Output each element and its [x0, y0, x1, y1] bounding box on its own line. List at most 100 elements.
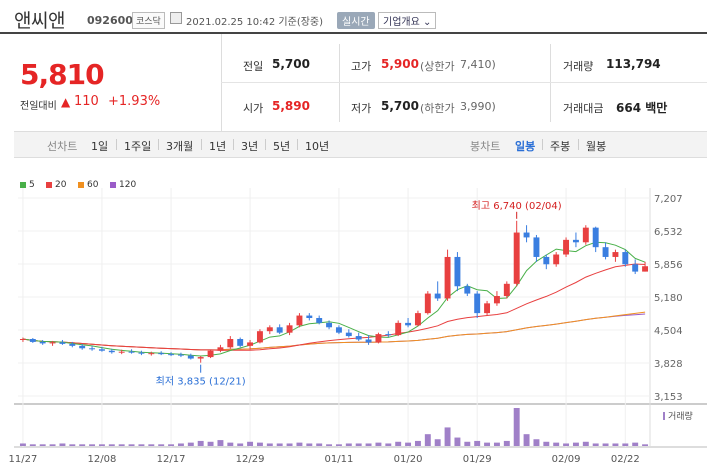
x-tick-label: 01/11 — [325, 454, 354, 465]
x-axis-labels: 11/27 12/08 12/17 12/29 01/11 01/20 01/29 02/09… — [9, 454, 640, 465]
legend-ma120: 120 — [110, 180, 136, 190]
tab-1day[interactable]: 1일 — [91, 140, 109, 153]
y-tick-label: 4,504 — [654, 326, 683, 337]
volume-bar — [197, 440, 204, 446]
y-axis-labels: 7,207 6,532 5,856 5,180 4,504 3,828 3,153 — [654, 194, 683, 403]
volume-bar — [187, 442, 194, 446]
legend-swatch — [20, 181, 26, 188]
volume-bar — [237, 443, 244, 446]
volume-bar — [395, 441, 402, 446]
price-chart[interactable]: 거래량 7,2076,5325,8565,1804,5043,8283,153 … — [0, 188, 707, 471]
legend-ma60: 60 — [78, 180, 98, 190]
volume-bar — [108, 444, 115, 446]
volume-bar — [474, 440, 481, 446]
legend-label: 20 — [55, 180, 67, 190]
legend-label: 120 — [119, 180, 137, 190]
x-tick-label: 02/22 — [611, 454, 640, 465]
tab-3month[interactable]: 3개월 — [166, 140, 194, 153]
volume-bar — [296, 442, 303, 446]
volume-bar — [326, 444, 333, 446]
volume-bar — [158, 444, 165, 446]
volume-bar — [523, 434, 530, 446]
candle-body — [227, 339, 234, 348]
volume-bar — [79, 444, 86, 446]
candle-body — [513, 232, 520, 284]
volume-bar — [454, 437, 461, 446]
open-value: 5,890 — [272, 99, 310, 113]
candle-body — [642, 266, 649, 272]
volume-bar — [138, 444, 145, 446]
volume-bar — [513, 408, 520, 446]
candle-body — [217, 347, 224, 351]
chart-toolbar — [14, 131, 707, 158]
candle-body — [424, 293, 431, 314]
candle-body — [375, 334, 382, 343]
volume-bar — [405, 442, 412, 446]
candle-body — [49, 342, 56, 344]
volume-bar — [286, 443, 293, 446]
tab-5year[interactable]: 5년 — [273, 140, 291, 153]
candle-body — [493, 296, 500, 304]
tab-separator — [297, 139, 298, 150]
company-info-button[interactable]: 기업개요 ⌄ — [378, 12, 437, 29]
tab-separator — [542, 139, 543, 150]
candle-body — [582, 227, 589, 243]
candle-body — [484, 303, 491, 314]
tab-separator — [233, 139, 234, 150]
volume-bar — [118, 444, 125, 446]
candle-body — [237, 339, 244, 346]
change-value: 110 — [74, 94, 99, 109]
tab-1week[interactable]: 1주일 — [124, 140, 152, 153]
candle-body — [247, 342, 254, 346]
tab-weekly[interactable]: 주봉 — [550, 140, 571, 153]
legend-label: 60 — [87, 180, 99, 190]
candle-body — [118, 351, 125, 353]
candle-body — [89, 348, 96, 350]
prev-close-value: 5,700 — [272, 57, 310, 71]
y-tick-label: 6,532 — [654, 227, 683, 238]
candles — [19, 220, 649, 363]
volume-bar — [217, 440, 224, 446]
volume-bar — [306, 443, 313, 446]
x-tick-label: 12/08 — [88, 454, 117, 465]
change-percent: +1.93% — [108, 94, 161, 109]
market-badge: 코스닥 — [132, 12, 165, 29]
candle-body — [148, 353, 155, 355]
candle-body — [29, 339, 36, 342]
tab-10year[interactable]: 10년 — [305, 140, 330, 153]
volume-value: 113,794 — [606, 57, 661, 71]
tab-separator — [116, 139, 117, 150]
x-tick-label: 01/29 — [463, 454, 492, 465]
amount-value: 664 백만 — [616, 101, 668, 115]
stats-divider-1 — [339, 44, 340, 122]
volume-bar — [365, 443, 372, 446]
ma60-line — [22, 311, 646, 351]
volume-bar — [266, 443, 273, 446]
volume-bar — [602, 443, 609, 446]
tab-3year[interactable]: 3년 — [241, 140, 259, 153]
candle-body — [98, 349, 105, 351]
live-button[interactable]: 실시간 — [337, 12, 375, 29]
tab-1year[interactable]: 1년 — [209, 140, 227, 153]
x-tick-label: 12/17 — [157, 454, 186, 465]
x-tick-label: 01/20 — [394, 454, 423, 465]
timestamp: 2021.02.25 10:42 기준(장중) — [186, 17, 324, 28]
y-tick-label: 3,153 — [654, 392, 683, 403]
tab-monthly[interactable]: 월봉 — [586, 140, 607, 153]
volume-bar — [316, 443, 323, 446]
candle-body — [266, 327, 273, 332]
candle-body — [19, 339, 26, 341]
prev-close-label: 전일 — [243, 60, 264, 73]
candle-body — [197, 357, 204, 359]
calendar-icon — [170, 12, 182, 24]
candle-body — [434, 293, 441, 299]
candle-body — [69, 343, 76, 346]
annotation-low: 최저 3,835 (12/21) — [156, 376, 246, 388]
tab-daily[interactable]: 일봉 — [515, 140, 536, 153]
candle-body — [316, 318, 323, 323]
volume-bar — [39, 444, 46, 446]
chevron-down-icon: ⌄ — [419, 17, 432, 28]
volume-bar — [89, 444, 96, 446]
candle-body — [602, 247, 609, 257]
volume-bar — [247, 441, 254, 446]
